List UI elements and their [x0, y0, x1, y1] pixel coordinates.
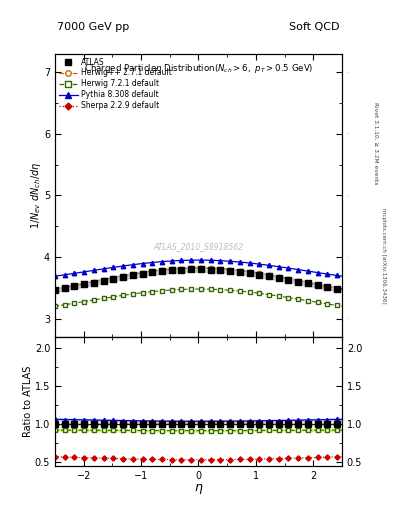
Text: mcplots.cern.ch [arXiv:1306.3436]: mcplots.cern.ch [arXiv:1306.3436]: [381, 208, 386, 304]
Text: Rivet 3.1.10, ≥ 3.2M events: Rivet 3.1.10, ≥ 3.2M events: [373, 102, 378, 185]
Text: Soft QCD: Soft QCD: [290, 22, 340, 32]
Y-axis label: $1/N_{ev}\ dN_{ch}/d\eta$: $1/N_{ev}\ dN_{ch}/d\eta$: [29, 162, 42, 229]
Text: ATLAS_2010_S8918562: ATLAS_2010_S8918562: [153, 242, 244, 251]
Text: Charged Particle$\eta$ Distribution$(N_{ch} > 6,\ p_T > 0.5$ GeV$)$: Charged Particle$\eta$ Distribution$(N_{…: [84, 62, 313, 75]
Legend: ATLAS, Herwig++ 2.7.1 default, Herwig 7.2.1 default, Pythia 8.308 default, Sherp: ATLAS, Herwig++ 2.7.1 default, Herwig 7.…: [57, 56, 173, 112]
X-axis label: $\eta$: $\eta$: [194, 482, 203, 496]
Text: 7000 GeV pp: 7000 GeV pp: [57, 22, 129, 32]
Y-axis label: Ratio to ATLAS: Ratio to ATLAS: [24, 366, 33, 437]
